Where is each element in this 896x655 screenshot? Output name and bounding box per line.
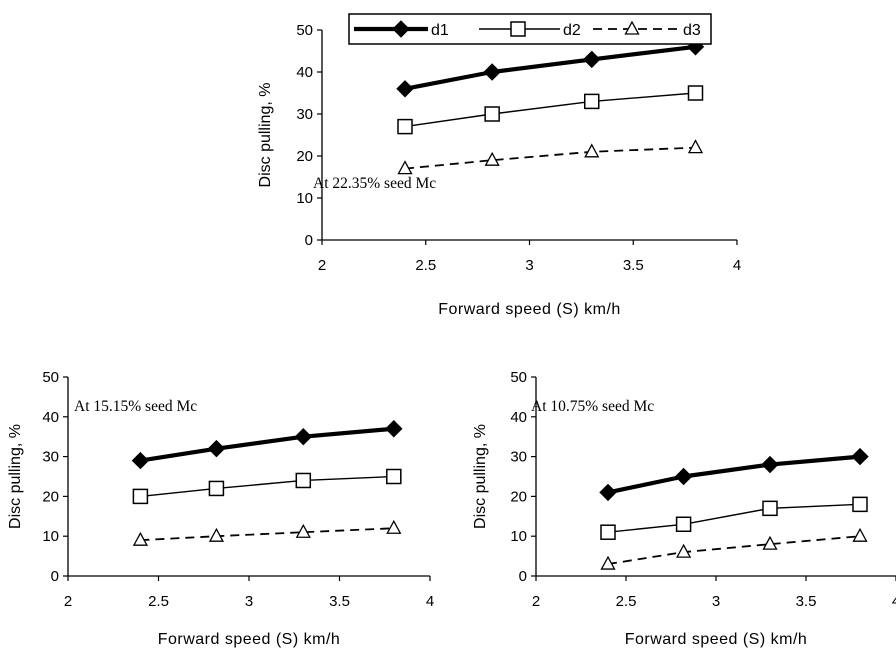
series-line-d1 (140, 426, 394, 463)
panel-annotation: At 15.15% seed Mc (74, 398, 197, 415)
data-point-d1 (674, 467, 693, 486)
y-tick-label: 20 (42, 488, 59, 505)
x-tick-label: 2.5 (616, 593, 637, 610)
panel-annotation: At 10.75% seed Mc (531, 398, 654, 415)
y-tick-label: 20 (510, 488, 527, 505)
series-line-d2 (140, 475, 394, 498)
data-point-d2 (484, 106, 500, 122)
series-line-d3 (404, 146, 696, 170)
data-point-d1 (851, 447, 869, 466)
x-tick-label: 3.5 (329, 593, 350, 610)
y-tick-label: 10 (510, 528, 527, 545)
x-tick-label: 3 (525, 257, 533, 274)
legend-marker-d2 (510, 21, 526, 37)
x-axis-title: Forward speed (S) km/h (625, 631, 808, 648)
y-tick-label: 30 (42, 449, 59, 466)
x-tick-label: 4 (733, 257, 741, 274)
data-point-d2 (386, 468, 402, 485)
data-point-d1 (294, 427, 313, 446)
y-tick-label: 30 (296, 106, 313, 123)
data-point-d3 (484, 151, 500, 166)
legend-marker-d3 (624, 20, 640, 35)
x-tick-label: 4 (426, 593, 434, 610)
data-point-d3 (295, 523, 311, 538)
x-axis-title: Forward speed (S) km/h (158, 631, 341, 648)
x-axis-title: Forward speed (S) km/h (438, 301, 621, 318)
y-tick-label: 40 (42, 409, 59, 426)
legend-label-d1: d1 (431, 22, 449, 39)
series-line-d3 (140, 527, 394, 542)
data-point-d2 (397, 118, 413, 135)
series-line-d1 (607, 454, 861, 495)
y-tick-label: 40 (510, 409, 527, 426)
x-tick-label: 2.5 (148, 593, 169, 610)
data-point-d2 (852, 496, 868, 513)
data-point-d1 (583, 50, 601, 69)
data-point-d3 (852, 527, 868, 542)
y-axis-title: Disc pulling, % (7, 424, 24, 529)
x-tick-label: 2.5 (415, 257, 436, 274)
series-line-d1 (404, 44, 696, 91)
y-tick-label: 0 (51, 568, 59, 585)
y-tick-label: 0 (305, 232, 313, 249)
y-tick-label: 0 (519, 568, 527, 585)
data-point-d3 (397, 160, 413, 175)
data-point-d1 (483, 63, 501, 81)
x-tick-label: 2 (532, 593, 540, 610)
x-tick-label: 2 (64, 593, 72, 610)
y-tick-label: 50 (42, 369, 59, 386)
y-tick-label: 20 (296, 148, 313, 165)
data-point-d1 (131, 451, 150, 470)
y-tick-label: 10 (296, 190, 313, 207)
y-tick-label: 40 (296, 64, 313, 81)
data-point-d2 (295, 472, 312, 489)
y-tick-label: 50 (296, 22, 313, 39)
y-axis-title: Disc pulling, % (257, 83, 274, 188)
data-point-d3 (386, 519, 402, 534)
x-tick-label: 3.5 (796, 593, 817, 610)
x-tick-label: 3 (245, 593, 253, 610)
x-tick-label: 4 (892, 593, 896, 610)
series-line-d2 (404, 92, 696, 128)
data-point-d3 (762, 535, 778, 550)
data-point-d3 (687, 139, 704, 154)
data-point-d2 (584, 93, 600, 110)
chart-panel-bottom-right: 0 10 20 30 40 50 2 2.5 3 3.5 4 Forward speed (S) km… (472, 369, 896, 648)
data-point-d1 (385, 420, 403, 438)
y-tick-label: 30 (510, 449, 527, 466)
data-point-d2 (762, 500, 778, 517)
legend-label-d2: d2 (563, 22, 581, 39)
data-point-d3 (208, 527, 225, 542)
x-tick-label: 3.5 (623, 257, 644, 274)
data-point-d2 (208, 480, 225, 497)
y-tick-label: 50 (510, 369, 527, 386)
data-point-d2 (687, 85, 704, 101)
data-point-d2 (132, 488, 149, 505)
x-tick-label: 2 (318, 257, 326, 274)
legend: d1 d2 d3 (348, 13, 712, 45)
panel-annotation: At 22.35% seed Mc (313, 175, 436, 192)
legend-marker-d1 (392, 20, 410, 38)
series-line-d2 (607, 503, 861, 533)
data-point-d3 (132, 531, 148, 546)
data-point-d3 (600, 555, 616, 570)
y-tick-label: 10 (42, 528, 59, 545)
data-point-d3 (584, 143, 600, 158)
data-point-d1 (207, 439, 226, 458)
y-axis-title: Disc pulling, % (472, 424, 489, 529)
data-point-d2 (600, 524, 616, 540)
series-line-d3 (607, 535, 861, 565)
data-point-d2 (675, 516, 692, 533)
chart-panel-top: 0 10 20 30 40 50 2 2.5 3 3.5 4 Forward speed (S) km… (257, 22, 741, 318)
data-point-d1 (599, 483, 617, 502)
chart-panel-bottom-left: 0 10 20 30 40 50 2 2.5 3 3.5 4 Forward speed (S) km… (7, 369, 434, 648)
x-tick-label: 3 (712, 593, 720, 610)
data-point-d1 (396, 80, 414, 98)
legend-label-d3: d3 (683, 22, 701, 39)
data-point-d1 (761, 455, 779, 474)
data-point-d3 (676, 543, 692, 558)
